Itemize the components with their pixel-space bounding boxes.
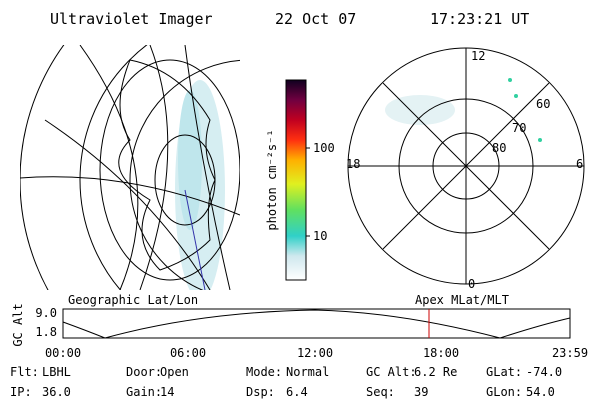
panel-title: Geographic Lat/Lon bbox=[68, 293, 198, 307]
y-tick-label: 1.8 bbox=[35, 325, 57, 339]
panel-title: Apex MLat/MLT bbox=[415, 293, 509, 307]
status-label: GLat: bbox=[486, 365, 522, 379]
status-value: 39 bbox=[414, 385, 428, 399]
status-label: GLon: bbox=[486, 385, 522, 399]
status-value: 14 bbox=[160, 385, 174, 399]
geo-map bbox=[20, 45, 240, 290]
status-label: IP: bbox=[10, 385, 32, 399]
status-value: -74.0 bbox=[526, 365, 562, 379]
colorbar-tick: 100 bbox=[313, 141, 335, 155]
time: 17:23:21 UT bbox=[430, 10, 529, 28]
title: Ultraviolet Imager bbox=[50, 10, 213, 28]
colorbar-tick: 10 bbox=[313, 229, 327, 243]
axis-label: GC Alt bbox=[11, 303, 25, 346]
date: 22 Oct 07 bbox=[275, 10, 356, 28]
lat-label: 80 bbox=[492, 141, 506, 155]
x-tick-label: 12:00 bbox=[297, 346, 333, 360]
colorbar bbox=[285, 79, 307, 281]
status-value: 54.0 bbox=[526, 385, 555, 399]
status-value: 36.0 bbox=[42, 385, 71, 399]
status-label: Door: bbox=[126, 365, 162, 379]
mlt-label: 6 bbox=[576, 157, 583, 171]
x-tick-label: 23:59 bbox=[552, 346, 588, 360]
status-label: Dsp: bbox=[246, 385, 275, 399]
y-tick-label: 9.0 bbox=[35, 306, 57, 320]
x-tick-label: 18:00 bbox=[423, 346, 459, 360]
polar-plot bbox=[347, 47, 585, 285]
mlt-label: 12 bbox=[471, 49, 485, 63]
mlt-label: 18 bbox=[346, 157, 360, 171]
status-value: Open bbox=[160, 365, 189, 379]
lat-label: 70 bbox=[512, 121, 526, 135]
status-block: Flt: LBHL Door:Open Mode: Normal GC Alt:6.2 R… bbox=[10, 365, 562, 399]
status-label: GC Alt: bbox=[366, 365, 417, 379]
lat-label: 60 bbox=[536, 97, 550, 111]
x-tick-label: 06:00 bbox=[170, 346, 206, 360]
x-tick-label: 00:00 bbox=[45, 346, 81, 360]
mlt-label: 0 bbox=[468, 277, 475, 291]
altitude-curve bbox=[62, 309, 571, 339]
colorbar-label: photon cm⁻²s⁻¹ bbox=[265, 129, 279, 230]
status-label: Seq: bbox=[366, 385, 395, 399]
status-value: 6.2 Re bbox=[414, 365, 457, 379]
status-value: LBHL bbox=[42, 365, 71, 379]
status-label: Mode: bbox=[246, 365, 282, 379]
status-label: Gain: bbox=[126, 385, 162, 399]
status-value: 6.4 bbox=[286, 385, 308, 399]
status-value: Normal bbox=[286, 365, 329, 379]
altitude-panel bbox=[62, 308, 571, 339]
status-label: Flt: bbox=[10, 365, 39, 379]
